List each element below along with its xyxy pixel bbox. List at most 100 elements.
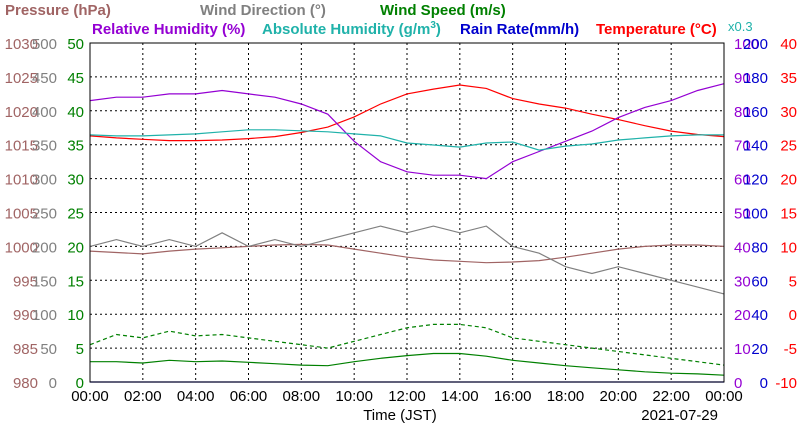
tick-label-relative-humidity: 60 (734, 172, 751, 189)
tick-label-wind-speed: 50 (67, 36, 84, 53)
tick-label-wind-speed: 10 (67, 307, 84, 324)
tick-label-wind-direction: 50 (40, 341, 57, 358)
x-tick-label: 00:00 (705, 388, 743, 405)
tick-label-wind-direction: 300 (32, 172, 57, 189)
tick-label-wind-direction: 400 (32, 104, 57, 121)
legend-entry: Pressure (hPa) (5, 2, 111, 19)
x-tick-label: 20:00 (600, 388, 638, 405)
tick-label-pressure: 1020 (5, 104, 38, 121)
tick-label-relative-humidity: 30 (734, 273, 751, 290)
tick-label-pressure: 990 (13, 307, 38, 324)
tick-label-rain-rate: 200 (743, 36, 768, 53)
tick-label-pressure: 1005 (5, 206, 38, 223)
tick-label-wind-speed: 5 (76, 341, 84, 358)
tick-label-wind-direction: 150 (32, 273, 57, 290)
tick-label-wind-speed: 25 (67, 206, 84, 223)
tick-label-wind-speed: 20 (67, 239, 84, 256)
legend-entry: Wind Direction (°) (200, 2, 326, 19)
tick-label-wind-speed: 40 (67, 104, 84, 121)
x-tick-label: 00:00 (71, 388, 109, 405)
tick-label-pressure: 985 (13, 341, 38, 358)
tick-label-rain-rate: 40 (751, 307, 768, 324)
x-tick-label: 08:00 (283, 388, 321, 405)
tick-label-rain-rate: 0 (760, 375, 768, 392)
tick-label-wind-direction: 0 (49, 375, 57, 392)
x-tick-label: 04:00 (177, 388, 215, 405)
chart-date: 2021-07-29 (641, 407, 718, 424)
tick-label-rain-rate: 140 (743, 138, 768, 155)
tick-label-rain-rate: 120 (743, 172, 768, 189)
x-tick-label: 02:00 (124, 388, 162, 405)
tick-label-temperature: 5 (789, 273, 797, 290)
left-axes: 9809859909951000100510101015102010251030… (5, 36, 84, 392)
tick-label-wind-direction: 250 (32, 206, 57, 223)
tick-label-relative-humidity: 80 (734, 104, 751, 121)
tick-label-rain-rate: 180 (743, 70, 768, 87)
x-axis-title: Time (JST) (363, 407, 437, 424)
tick-label-temperature: 25 (780, 138, 797, 155)
tick-label-pressure: 1010 (5, 172, 38, 189)
tick-label-rain-rate: 60 (751, 273, 768, 290)
right-axes: 0102030405060708090100020406080100120140… (728, 19, 797, 392)
x-axis: 00:00 02:00 04:00 06:00 08:00 10:00 12:00 14:00… (71, 388, 743, 405)
tick-label-relative-humidity: 40 (734, 239, 751, 256)
legend: Pressure (hPa) Wind Direction (°) Wind Spe… (5, 2, 717, 38)
x-tick-label: 06:00 (230, 388, 268, 405)
tick-label-pressure: 1025 (5, 70, 38, 87)
legend-entry: Relative Humidity (%) (92, 21, 245, 38)
tick-label-rain-rate: 100 (743, 206, 768, 223)
tick-label-wind-direction: 350 (32, 138, 57, 155)
grid (90, 43, 724, 382)
tick-label-temperature: 0 (789, 307, 797, 324)
legend-entry: Rain Rate(mm/h) (460, 21, 579, 38)
tick-label-wind-direction: 100 (32, 307, 57, 324)
tick-label-temperature: 30 (780, 104, 797, 121)
tick-label-wind-speed: 15 (67, 273, 84, 290)
x-tick-label: 10:00 (335, 388, 373, 405)
tick-label-temperature: 10 (780, 239, 797, 256)
tick-label-wind-speed: 45 (67, 70, 84, 87)
tick-label-temperature: 20 (780, 172, 797, 189)
tick-label-relative-humidity: 0 (734, 375, 742, 392)
tick-label-relative-humidity: 100 (734, 36, 759, 53)
series-line-wind-speed-m-s-mean (90, 352, 725, 376)
tick-label-wind-direction: 500 (32, 36, 57, 53)
tick-label-temperature: -5 (784, 341, 797, 358)
series-line-pressure-hpa (89, 243, 725, 264)
tick-label-relative-humidity: 10 (734, 341, 751, 358)
x-tick-label: 12:00 (388, 388, 426, 405)
tick-label-relative-humidity: 70 (734, 138, 751, 155)
legend-entry: Absolute Humidity (g/m3) (262, 20, 441, 38)
plot-frame (89, 42, 725, 383)
tick-label-pressure: 1000 (5, 239, 38, 256)
tick-label-wind-direction: 200 (32, 239, 57, 256)
tick-label-wind-speed: 0 (76, 375, 84, 392)
tick-label-rain-rate: 20 (751, 341, 768, 358)
series-line-temperature-c (89, 84, 725, 142)
series-line-wind-speed-m-s-max (89, 323, 725, 366)
tick-label-pressure: 980 (13, 375, 38, 392)
tick-label-pressure: 1030 (5, 36, 38, 53)
legend-entry: Temperature (°C) (596, 21, 717, 38)
tick-label-relative-humidity: 20 (734, 307, 751, 324)
tick-label-relative-humidity: 90 (734, 70, 751, 87)
legend-entry: Wind Speed (m/s) (380, 2, 506, 19)
tick-label-relative-humidity: 50 (734, 206, 751, 223)
series-line-absolute-humidity-g-m3 (89, 129, 724, 151)
abs-humidity-scale-note: x0.3 (728, 19, 753, 34)
tick-label-wind-direction: 450 (32, 70, 57, 87)
tick-label-temperature: -10 (775, 375, 797, 392)
tick-label-wind-speed: 30 (67, 172, 84, 189)
tick-label-rain-rate: 160 (743, 104, 768, 121)
tick-label-temperature: 40 (780, 36, 797, 53)
x-tick-label: 16:00 (494, 388, 532, 405)
tick-label-pressure: 1015 (5, 138, 38, 155)
x-tick-label: 22:00 (652, 388, 690, 405)
series-line-wind-direction (89, 225, 725, 295)
tick-label-temperature: 35 (780, 70, 797, 87)
tick-label-pressure: 995 (13, 273, 38, 290)
tick-label-wind-speed: 35 (67, 138, 84, 155)
x-tick-label: 18:00 (547, 388, 585, 405)
tick-label-temperature: 15 (780, 206, 797, 223)
